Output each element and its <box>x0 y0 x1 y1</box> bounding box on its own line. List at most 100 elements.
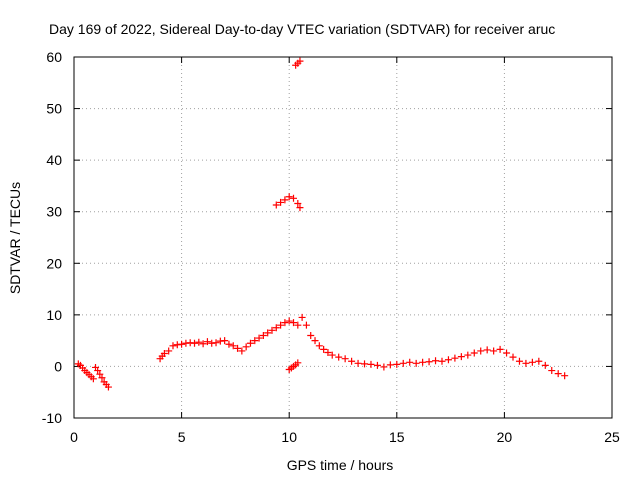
x-tick-label: 15 <box>389 429 405 445</box>
data-point <box>324 349 332 357</box>
data-point <box>268 326 276 334</box>
data-point <box>548 367 556 375</box>
y-tick-label: 50 <box>46 101 62 117</box>
data-point <box>195 338 203 346</box>
data-points <box>74 57 569 391</box>
data-point <box>225 340 233 348</box>
data-point <box>160 350 168 358</box>
data-point <box>412 359 420 367</box>
y-tick-label: 10 <box>46 307 62 323</box>
data-point <box>302 321 310 329</box>
data-point <box>444 356 452 364</box>
data-point <box>246 339 254 347</box>
data-point <box>328 351 336 359</box>
data-point <box>320 345 328 353</box>
y-tick-label: 20 <box>46 255 62 271</box>
grid-lines <box>74 57 612 418</box>
data-point <box>281 196 289 204</box>
x-tick-label: 5 <box>178 429 186 445</box>
y-tick-labels: -10 0 10 20 30 40 50 60 <box>42 49 62 426</box>
data-point <box>335 353 343 361</box>
x-tick-label: 0 <box>70 429 78 445</box>
data-point <box>541 361 549 369</box>
data-point <box>503 349 511 357</box>
data-point <box>285 193 293 201</box>
x-tick-label: 25 <box>604 429 620 445</box>
data-point <box>522 359 530 367</box>
y-axis-label: SDTVAR / TECUs <box>7 182 23 294</box>
y-tick-label: 40 <box>46 152 62 168</box>
data-point <box>315 342 323 350</box>
data-point <box>509 353 517 361</box>
data-point <box>380 363 388 371</box>
plot-frame <box>73 56 613 419</box>
data-point <box>399 359 407 367</box>
y-tick-label: -10 <box>42 410 62 426</box>
data-point <box>290 194 298 202</box>
data-point <box>89 375 97 383</box>
data-point <box>294 199 302 207</box>
data-point <box>242 343 250 351</box>
data-point <box>212 339 220 347</box>
data-point <box>490 347 498 355</box>
y-tick-label: 0 <box>54 358 62 374</box>
data-point <box>535 357 543 365</box>
data-point <box>272 324 280 332</box>
data-point <box>528 358 536 366</box>
data-point <box>221 337 229 345</box>
data-point <box>229 342 237 350</box>
data-point <box>178 340 186 348</box>
data-point <box>361 360 369 368</box>
data-point <box>483 346 491 354</box>
data-point <box>470 349 478 357</box>
data-point <box>406 358 414 366</box>
data-point <box>348 357 356 365</box>
data-point <box>341 355 349 363</box>
data-point <box>298 313 306 321</box>
data-point <box>294 359 302 367</box>
data-point <box>393 360 401 368</box>
data-point <box>96 370 104 378</box>
data-point <box>561 372 569 380</box>
data-point <box>191 339 199 347</box>
data-point <box>554 370 562 378</box>
axis-ticks <box>73 56 613 419</box>
data-point <box>255 334 263 342</box>
x-tick-labels: 0 5 10 15 20 25 <box>70 429 620 445</box>
data-point <box>367 360 375 368</box>
data-point <box>451 354 459 362</box>
data-point <box>457 353 465 361</box>
data-point <box>234 344 242 352</box>
data-point <box>272 201 280 209</box>
data-point <box>477 347 485 355</box>
data-point <box>203 338 211 346</box>
data-point <box>496 345 504 353</box>
data-point <box>259 331 267 339</box>
data-point <box>419 358 427 366</box>
x-axis-label: GPS time / hours <box>287 457 394 473</box>
data-point <box>432 357 440 365</box>
x-tick-label: 20 <box>497 429 513 445</box>
data-point <box>94 367 102 375</box>
data-point <box>354 359 362 367</box>
data-point <box>104 383 112 391</box>
data-point <box>290 319 298 327</box>
data-point <box>281 319 289 327</box>
data-point <box>307 331 315 339</box>
data-point <box>296 204 304 212</box>
data-point <box>165 347 173 355</box>
chart-title: Day 169 of 2022, Sidereal Day-to-day VTE… <box>49 21 555 37</box>
data-point <box>425 358 433 366</box>
data-point <box>311 337 319 345</box>
data-point <box>438 357 446 365</box>
data-point <box>285 317 293 325</box>
data-point <box>294 321 302 329</box>
data-point <box>199 340 207 348</box>
data-point <box>277 321 285 329</box>
data-point <box>296 57 304 65</box>
data-point <box>264 329 272 337</box>
data-point <box>251 337 259 345</box>
y-tick-label: 30 <box>46 204 62 220</box>
y-tick-label: 60 <box>46 49 62 65</box>
